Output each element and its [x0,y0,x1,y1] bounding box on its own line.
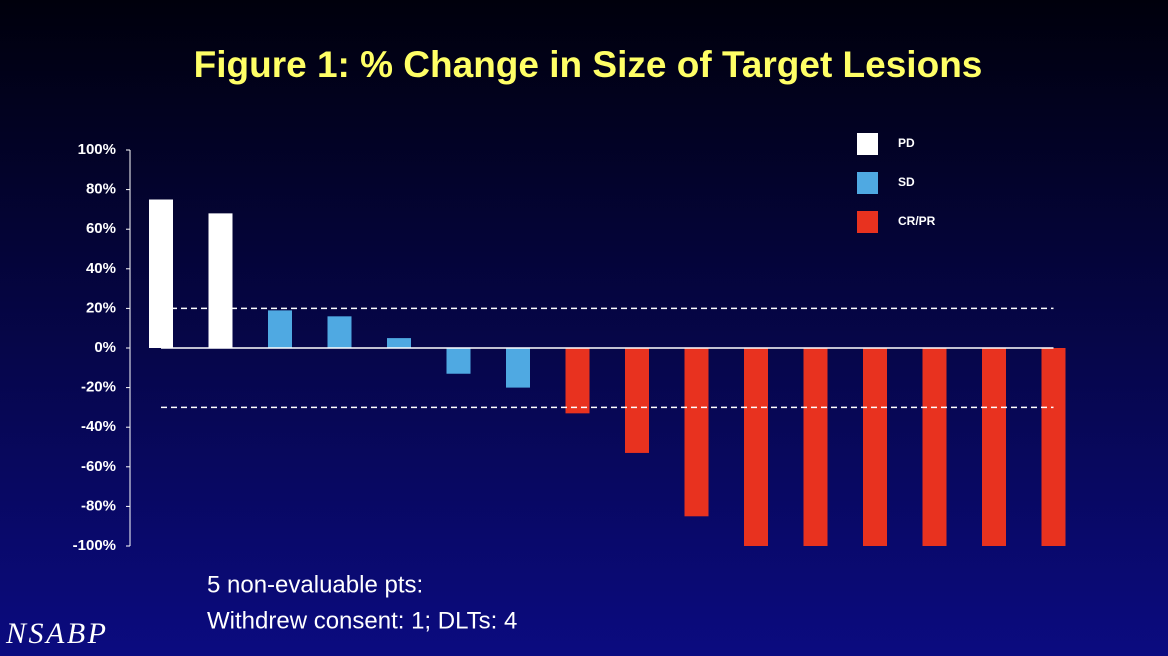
bar [863,348,887,546]
bar [149,199,173,348]
legend-label: CR/PR [898,214,936,228]
bar [446,348,471,374]
footnote: 5 non-evaluable pts: [207,571,423,598]
chart-title: Figure 1: % Change in Size of Target Les… [194,44,983,85]
bar [327,316,352,348]
bar [387,338,411,348]
y-tick-label: -100% [73,537,116,554]
bar [268,310,292,348]
y-tick-label: 80% [86,181,116,198]
bar [208,213,233,348]
bar [744,348,768,546]
y-tick-label: 20% [86,299,116,316]
legend-label: SD [898,175,915,189]
legend-swatch [857,211,878,233]
bar [1041,348,1066,546]
legend-swatch [857,133,878,155]
bar [803,348,828,546]
y-tick-label: -60% [81,458,116,475]
bar [922,348,947,546]
footnote: Withdrew consent: 1; DLTs: 4 [207,607,517,634]
y-tick-label: 0% [94,339,116,356]
bar [506,348,530,388]
y-tick-label: 40% [86,260,116,277]
y-tick-label: 100% [78,141,116,158]
y-tick-label: -80% [81,497,116,514]
y-tick-label: -40% [81,418,116,435]
bar [982,348,1006,546]
bar [684,348,709,517]
logo: NSABP [5,617,106,650]
legend-label: PD [898,136,915,150]
bar [565,348,590,414]
bar [625,348,649,453]
legend-swatch [857,172,878,194]
y-tick-label: 60% [86,220,116,237]
y-tick-label: -20% [81,379,116,396]
